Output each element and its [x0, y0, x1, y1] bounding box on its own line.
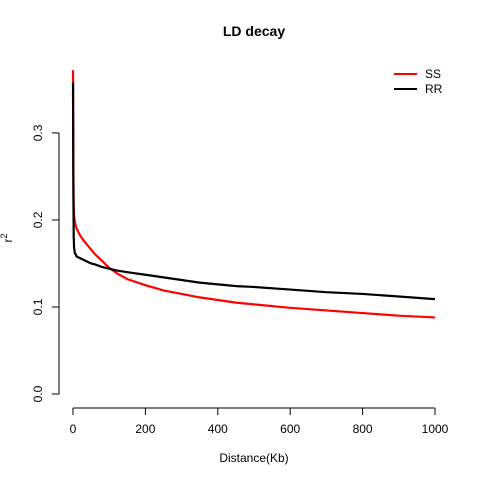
x-tick-label: 200 [135, 422, 155, 436]
x-axis: 0 200 400 600 800 1000 [70, 407, 449, 436]
y-axis-label: r2 [0, 233, 15, 242]
x-tick-label: 0 [70, 422, 77, 436]
x-tick-label: 600 [280, 422, 300, 436]
y-axis-label-base: r [1, 239, 15, 243]
series-line-rr [71, 82, 436, 301]
series-layer [71, 70, 436, 319]
x-tick-label: 1000 [422, 422, 449, 436]
y-tick-label: 0.1 [31, 298, 45, 315]
x-axis-label: Distance(Kb) [219, 451, 288, 465]
chart-title: LD decay [223, 23, 285, 39]
y-tick-label: 0.3 [31, 124, 45, 141]
y-tick-label: 0.2 [31, 211, 45, 228]
x-tick-label: 400 [208, 422, 228, 436]
x-tick-label: 800 [353, 422, 373, 436]
legend-label-rr: RR [425, 82, 443, 96]
y-tick-label: 0.0 [31, 385, 45, 402]
y-axis-label-superscript: 2 [0, 233, 9, 238]
series-line-ss [71, 70, 436, 319]
legend-label-ss: SS [425, 67, 441, 81]
y-axis: 0.0 0.1 0.2 0.3 [31, 124, 60, 402]
